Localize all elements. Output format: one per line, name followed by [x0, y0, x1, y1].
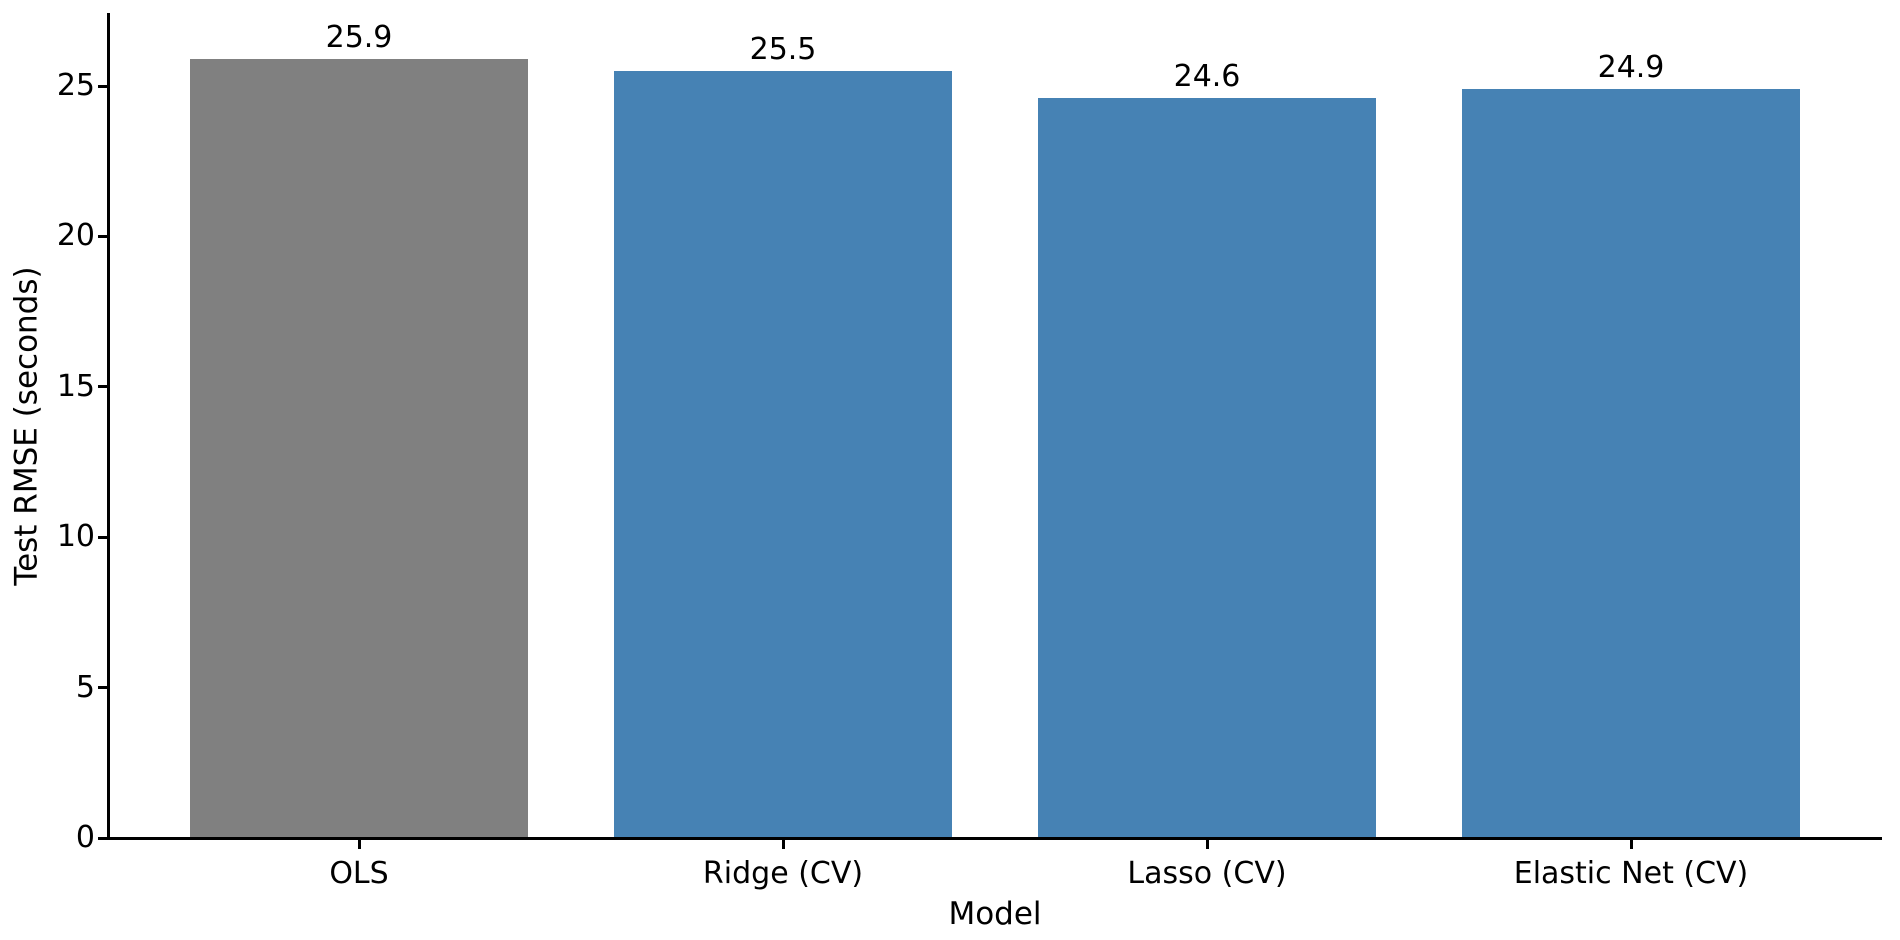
y-tick — [97, 84, 107, 88]
bar-ols — [190, 58, 528, 838]
x-tick — [1629, 839, 1633, 849]
y-tick-label: 10 — [56, 519, 95, 555]
y-tick — [97, 535, 107, 539]
bar-ridge-cv — [614, 70, 952, 838]
y-tick-label: 0 — [75, 820, 95, 855]
bar-value-label: 25.9 — [325, 19, 393, 55]
y-axis-line — [106, 13, 110, 840]
x-tick-label-ols: OLS — [329, 856, 389, 891]
bar-value-label: 25.5 — [749, 31, 817, 67]
y-tick-label: 15 — [56, 368, 95, 404]
y-tick — [97, 234, 107, 238]
y-tick-label: 20 — [56, 218, 95, 254]
y-tick-label: 25 — [56, 68, 95, 103]
x-tick — [781, 839, 785, 849]
x-axis-label: Model — [948, 896, 1042, 932]
bar-value-label: 24.6 — [1173, 59, 1241, 95]
bar-lasso-cv — [1038, 98, 1376, 838]
y-tick — [97, 686, 107, 690]
bar-value-label: 24.9 — [1597, 50, 1665, 85]
x-tick-label-ridge-cv: Ridge (CV) — [702, 856, 864, 891]
x-tick-label-lasso-cv: Lasso (CV) — [1127, 856, 1287, 891]
x-tick — [357, 839, 361, 849]
y-tick — [97, 385, 107, 389]
x-tick — [1205, 839, 1209, 849]
y-tick — [97, 836, 107, 840]
y-tick-label: 5 — [75, 669, 95, 705]
x-tick-label-elastic-net-cv: Elastic Net (CV) — [1513, 856, 1749, 891]
bar-elastic-net-cv — [1462, 89, 1800, 838]
x-axis-line — [106, 836, 1882, 840]
